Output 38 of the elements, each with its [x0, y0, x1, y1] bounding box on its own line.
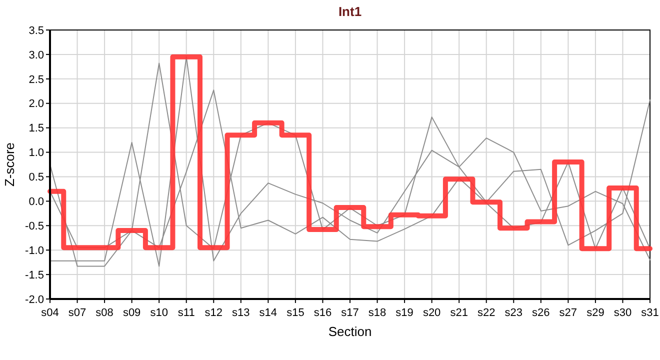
y-tick-label: 0.0	[28, 196, 44, 208]
x-tick-label: s14	[259, 307, 278, 319]
x-tick-label: s12	[204, 307, 223, 319]
x-axis-title: Section	[328, 324, 372, 339]
x-tick-label: s22	[477, 307, 496, 319]
x-tick-label: s17	[341, 307, 359, 319]
chart-title: Int1	[338, 4, 362, 19]
x-tick-label: s21	[450, 307, 468, 319]
x-tick-label: s04	[41, 307, 59, 319]
y-tick-label: -0.5	[25, 220, 44, 232]
x-tick-label: s26	[532, 307, 550, 319]
x-tick-label: s10	[150, 307, 168, 319]
y-tick-label: -2.0	[25, 294, 44, 306]
x-tick-label: s27	[559, 307, 578, 319]
x-tick-label: s23	[504, 307, 523, 319]
x-tick-label: s11	[178, 307, 195, 319]
x-tick-label: s09	[122, 307, 141, 319]
x-tick-label: s20	[422, 307, 441, 319]
x-tick-label: s18	[368, 307, 386, 319]
y-tick-label: 1.5	[28, 122, 44, 135]
x-tick-label: s15	[286, 307, 304, 319]
x-tick-label: s30	[614, 307, 632, 319]
x-tick-label: s31	[641, 307, 659, 319]
x-tick-label: s08	[96, 307, 114, 319]
y-tick-label: 3.5	[28, 24, 44, 37]
x-tick-label: s07	[68, 307, 86, 319]
x-tick-label: s13	[232, 307, 250, 319]
y-tick-label: -1.5	[25, 269, 44, 282]
y-tick-label: -1.0	[25, 244, 44, 257]
y-tick-label: 0.5	[28, 172, 44, 184]
y-axis-title: Z-score	[2, 142, 17, 187]
x-tick-label: s19	[396, 307, 414, 319]
y-tick-label: 2.5	[28, 74, 44, 86]
x-tick-label: s29	[586, 307, 604, 319]
y-tick-label: 2.0	[28, 98, 44, 110]
x-tick-label: s16	[314, 307, 332, 319]
y-tick-label: 1.0	[28, 147, 44, 160]
y-tick-label: 3.0	[28, 49, 44, 62]
